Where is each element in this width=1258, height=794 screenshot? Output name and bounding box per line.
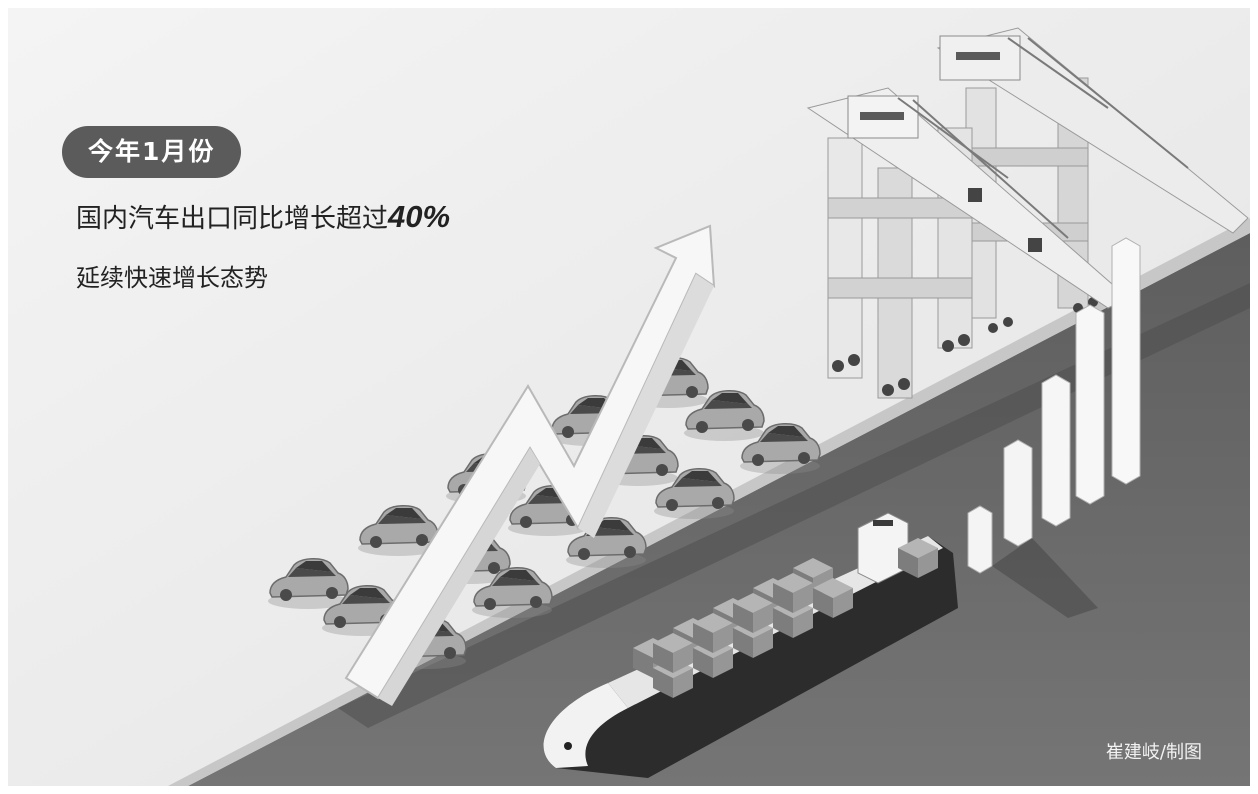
quay-shadow: [338, 283, 1250, 728]
port-scene-illustration: [8, 8, 1250, 786]
subheadline: 延续快速增长态势: [76, 264, 268, 292]
headline: 国内汽车出口同比增长超过40%: [76, 198, 450, 235]
headline-text: 国内汽车出口同比增长超过: [76, 204, 389, 234]
illustrator-credit: 崔建岐/制图: [1105, 742, 1202, 763]
growth-bars: [967, 237, 1141, 618]
growth-percent: 40%: [388, 199, 451, 234]
container-ship: [543, 512, 958, 778]
infographic: 今年1月份 国内汽车出口同比增长超过40% 延续快速增长态势 崔建岐/制图: [8, 8, 1250, 786]
gantry-crane-front: [806, 87, 1129, 399]
growth-arrow: [344, 224, 716, 706]
month-badge: 今年1月份: [62, 126, 242, 178]
